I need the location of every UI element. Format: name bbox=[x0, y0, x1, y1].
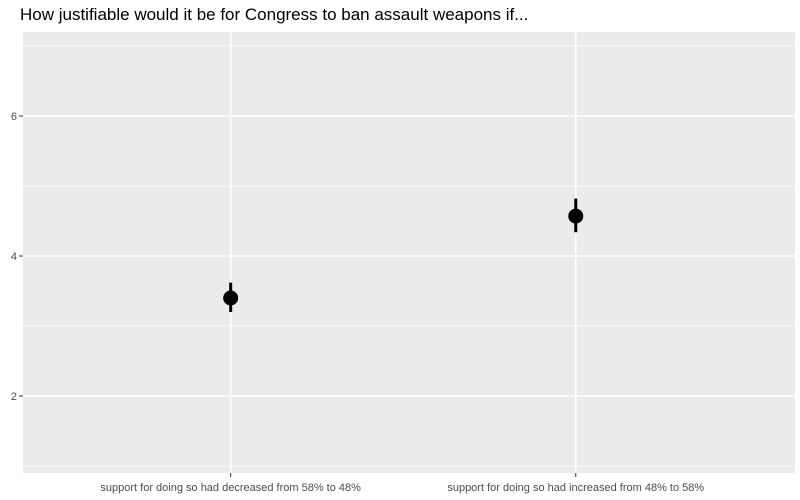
data-point bbox=[223, 290, 239, 306]
grid-major bbox=[23, 32, 795, 473]
y-tick-label: 6 bbox=[11, 111, 17, 123]
y-axis: 2 4 6 bbox=[11, 111, 23, 403]
chart-title: How justifiable would it be for Congress… bbox=[20, 5, 529, 24]
y-tick-label: 2 bbox=[11, 391, 17, 403]
data-point bbox=[568, 208, 584, 224]
grid-minor bbox=[23, 45, 795, 467]
y-tick-label: 4 bbox=[11, 251, 17, 263]
x-axis: support for doing so had decreased from … bbox=[100, 473, 704, 494]
x-tick-label: support for doing so had decreased from … bbox=[100, 482, 361, 494]
x-tick-label: support for doing so had increased from … bbox=[447, 482, 704, 494]
plot-panel bbox=[23, 32, 795, 473]
data-marks bbox=[223, 198, 584, 312]
